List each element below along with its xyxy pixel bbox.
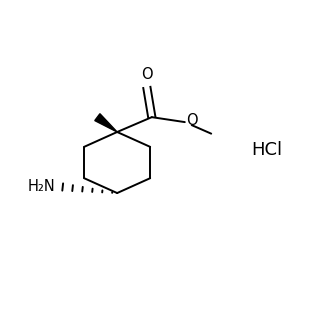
Text: O: O: [186, 113, 198, 128]
Text: H₂N: H₂N: [27, 179, 55, 194]
Text: O: O: [141, 67, 153, 82]
Text: HCl: HCl: [252, 141, 283, 159]
Polygon shape: [95, 114, 117, 132]
